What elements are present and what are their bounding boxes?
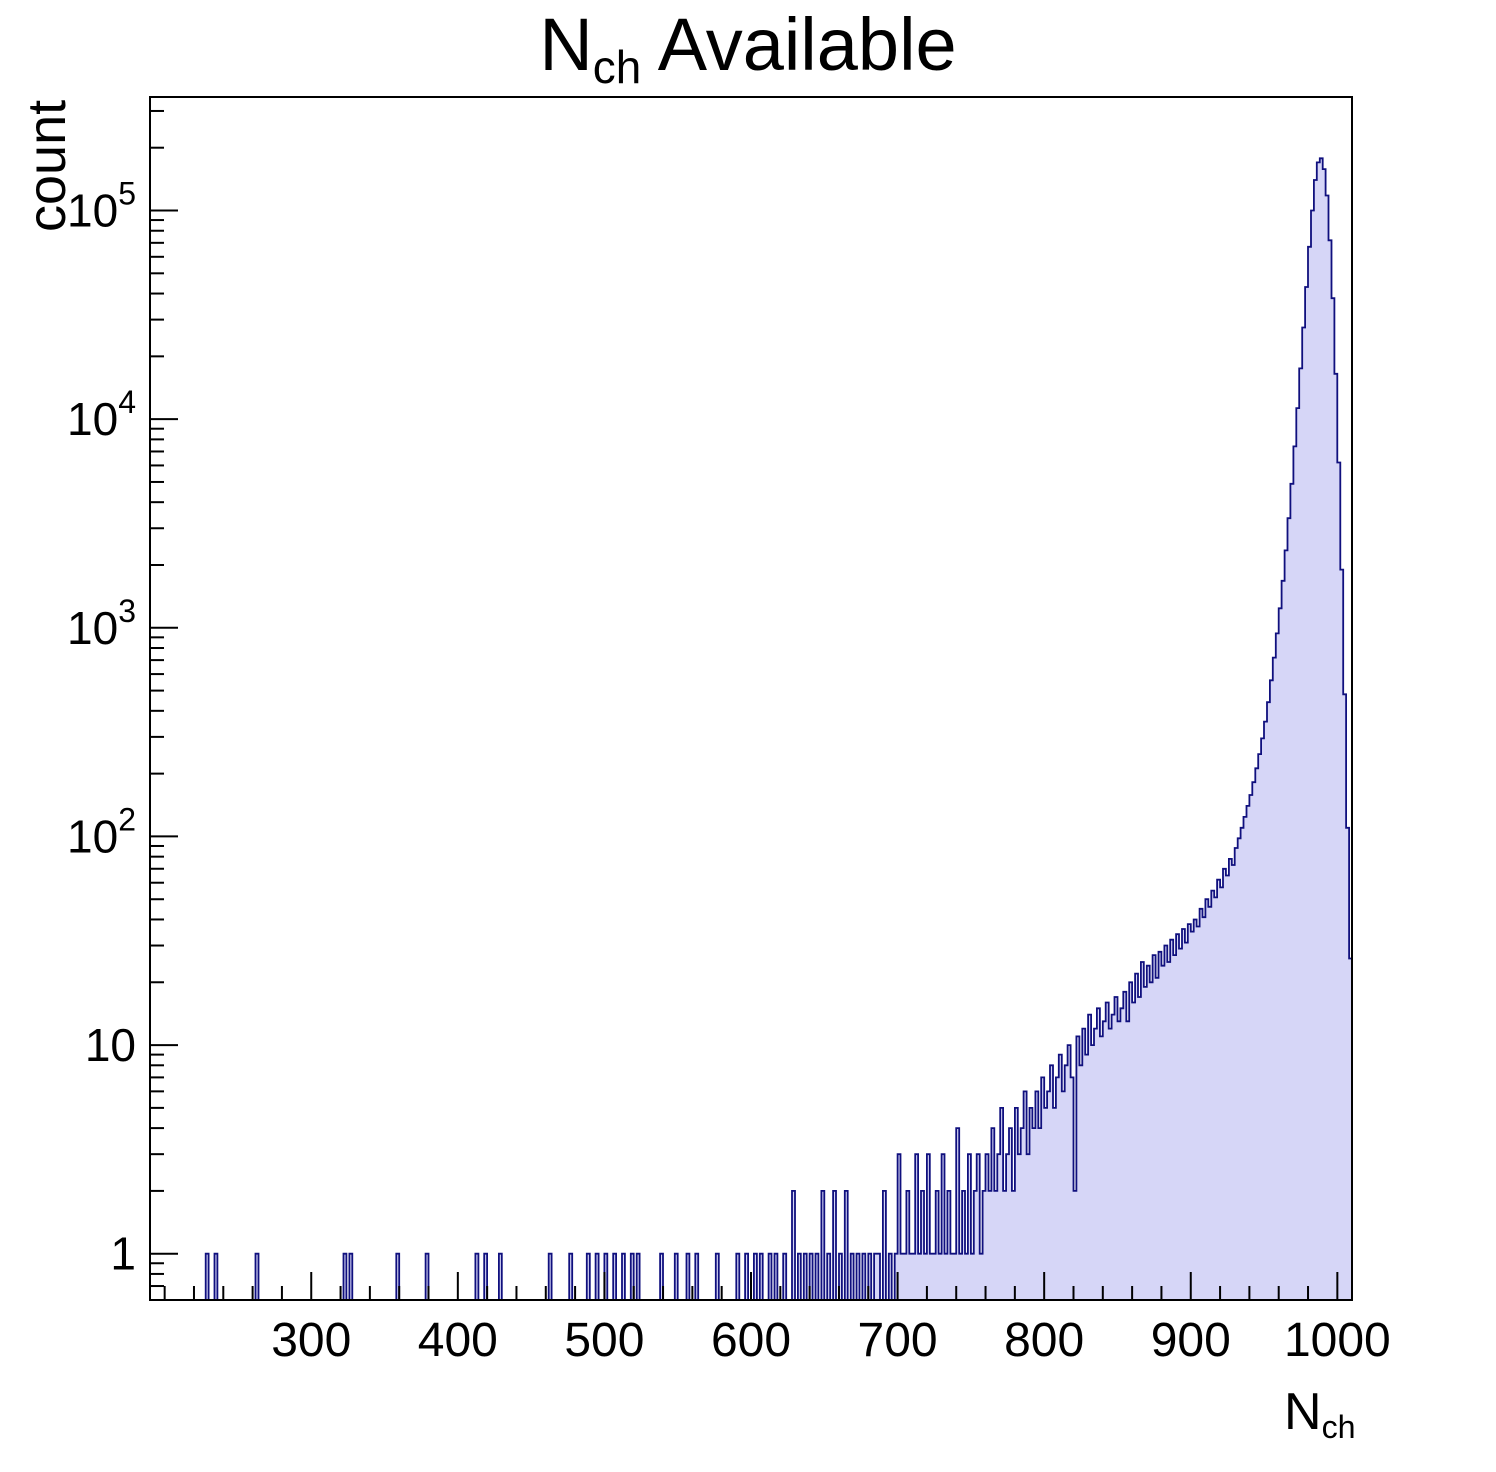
x-tick-label: 1000: [1284, 1314, 1391, 1367]
title-subscript: ch: [592, 40, 642, 93]
plot-frame: [149, 96, 1353, 1301]
x-tick-label: 700: [858, 1314, 938, 1367]
y-tick-label: 1: [110, 1228, 136, 1280]
y-tick-label: 102: [67, 801, 136, 862]
x-tick-label: 900: [1151, 1314, 1231, 1367]
x-tick-label: 300: [271, 1314, 351, 1367]
x-tick-label: 600: [711, 1314, 791, 1367]
title-main: N: [539, 3, 593, 86]
x-label-main: N: [1284, 1383, 1322, 1441]
x-tick-label: 800: [1004, 1314, 1084, 1367]
y-tick-label: 103: [67, 593, 136, 654]
chart-title: Nch Available: [0, 2, 1496, 94]
x-tick-label: 400: [418, 1314, 498, 1367]
x-axis-title: Nch: [1284, 1382, 1356, 1446]
y-tick-label: 10: [85, 1019, 136, 1071]
x-tick-label: 500: [564, 1314, 644, 1367]
y-tick-label: 104: [67, 384, 136, 445]
histogram-fill: [150, 158, 1352, 1300]
y-axis-title: count: [17, 99, 77, 232]
title-rest: Available: [641, 3, 957, 86]
x-label-subscript: ch: [1321, 1409, 1356, 1446]
